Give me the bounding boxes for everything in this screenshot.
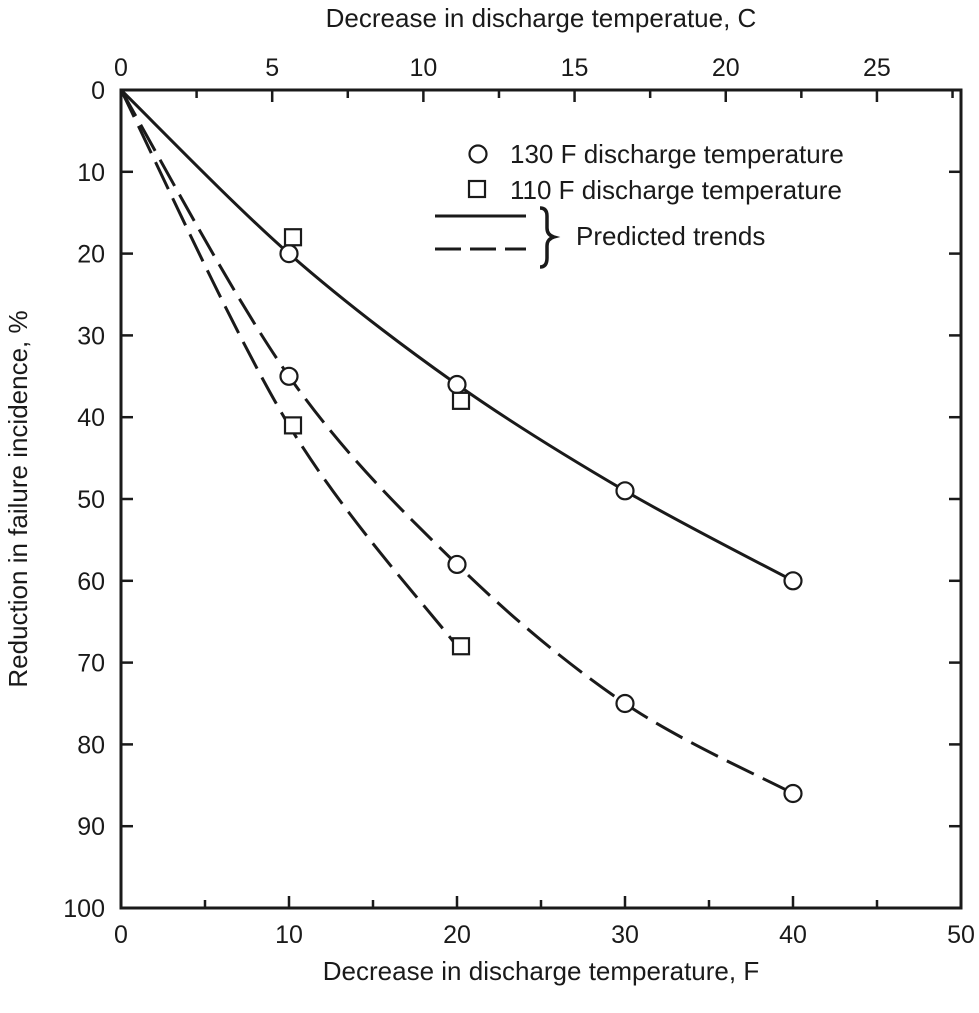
data-point-square <box>283 416 303 435</box>
data-point-circle <box>447 554 467 575</box>
legend: 130 F discharge temperature 110 F discha… <box>435 139 844 269</box>
x-tick-label: 0 <box>114 921 128 949</box>
y-tick-label: 50 <box>77 486 105 514</box>
legend-trend-label: Predicted trends <box>576 221 765 251</box>
y-tick-label: 20 <box>77 241 105 269</box>
x2-tick-label: 5 <box>265 54 279 82</box>
data-point-circle <box>615 481 635 501</box>
legend-brace <box>539 206 561 269</box>
x-tick-label: 10 <box>275 921 303 949</box>
x-axis-title: Decrease in discharge temperature, F <box>323 956 759 986</box>
data-point-circle <box>783 783 803 804</box>
y-axis-title: Reduction in failure incidence, % <box>3 310 33 687</box>
data-point-square <box>451 637 471 656</box>
data-point-square <box>283 228 303 247</box>
x-tick-label: 40 <box>779 921 807 949</box>
legend-square-marker <box>467 179 487 199</box>
legend-circle-label: 130 F discharge temperature <box>510 139 844 169</box>
data-markers <box>279 228 803 804</box>
y-tick-label: 100 <box>63 895 105 923</box>
x2-tick-label: 20 <box>712 54 740 82</box>
y-tick-label: 10 <box>77 159 105 187</box>
y-tick-label: 60 <box>77 568 105 596</box>
x-tick-label: 50 <box>947 921 975 949</box>
data-point-square <box>451 391 471 410</box>
data-point-circle <box>615 693 635 714</box>
x2-tick-label: 0 <box>114 54 128 82</box>
y-tick-label: 40 <box>77 404 105 432</box>
data-point-circle <box>279 366 299 386</box>
legend-square-label: 110 F discharge temperature <box>510 175 842 205</box>
x2-tick-label: 25 <box>863 54 891 82</box>
x2-axis-title: Decrease in discharge temperatue, C <box>326 3 757 33</box>
tick-group: 0 10 20 30 40 50 0 5 10 15 20 25 0 10 20 30 40 50 60 70 80 90… <box>63 54 975 949</box>
y-tick-label: 80 <box>77 731 105 759</box>
data-point-circle <box>783 571 803 591</box>
x2-tick-label: 15 <box>561 54 589 82</box>
trend-line-dashed <box>119 89 794 795</box>
x2-tick-label: 10 <box>409 54 437 82</box>
data-point-circle <box>279 244 299 264</box>
y-tick-label: 70 <box>77 650 105 678</box>
legend-circle-marker <box>468 144 488 164</box>
x-tick-label: 30 <box>611 921 639 949</box>
y-tick-label: 90 <box>77 813 105 841</box>
y-tick-label: 30 <box>77 322 105 350</box>
data-point-circle <box>447 374 467 395</box>
y-tick-label: 0 <box>91 77 105 105</box>
x-tick-label: 20 <box>443 921 471 949</box>
